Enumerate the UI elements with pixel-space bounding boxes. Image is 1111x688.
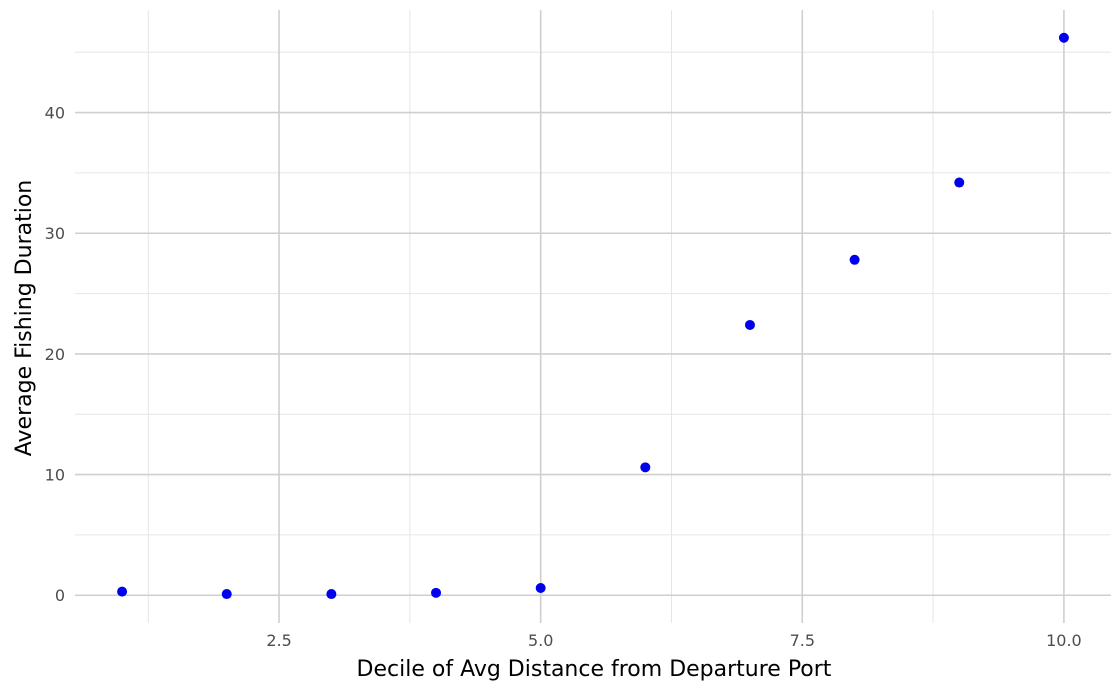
y-tick-label: 30 — [45, 224, 65, 243]
data-points — [117, 32, 1069, 600]
data-point — [117, 586, 128, 597]
x-tick-label: 2.5 — [266, 631, 291, 650]
x-axis-title: Decile of Avg Distance from Departure Po… — [357, 657, 832, 682]
data-point — [640, 462, 651, 473]
x-tick-label: 5.0 — [528, 631, 553, 650]
data-point — [1058, 32, 1069, 43]
data-point — [849, 254, 860, 265]
grid — [75, 10, 1111, 623]
x-tick-label: 7.5 — [790, 631, 815, 650]
y-axis-tick-labels: 0 10 20 30 40 — [45, 104, 65, 606]
y-tick-label: 20 — [45, 345, 65, 364]
data-point — [431, 587, 442, 598]
y-tick-label: 40 — [45, 104, 65, 123]
y-axis-title: Average Fishing Duration — [12, 180, 37, 456]
data-point — [535, 583, 546, 594]
y-tick-label: 0 — [55, 586, 65, 605]
x-axis-tick-labels: 2.5 5.0 7.5 10.0 — [266, 631, 1081, 650]
data-point — [954, 177, 965, 188]
data-point — [221, 589, 232, 600]
data-point — [326, 589, 337, 600]
data-point — [744, 319, 755, 330]
y-tick-label: 10 — [45, 466, 65, 485]
x-tick-label: 10.0 — [1046, 631, 1082, 650]
